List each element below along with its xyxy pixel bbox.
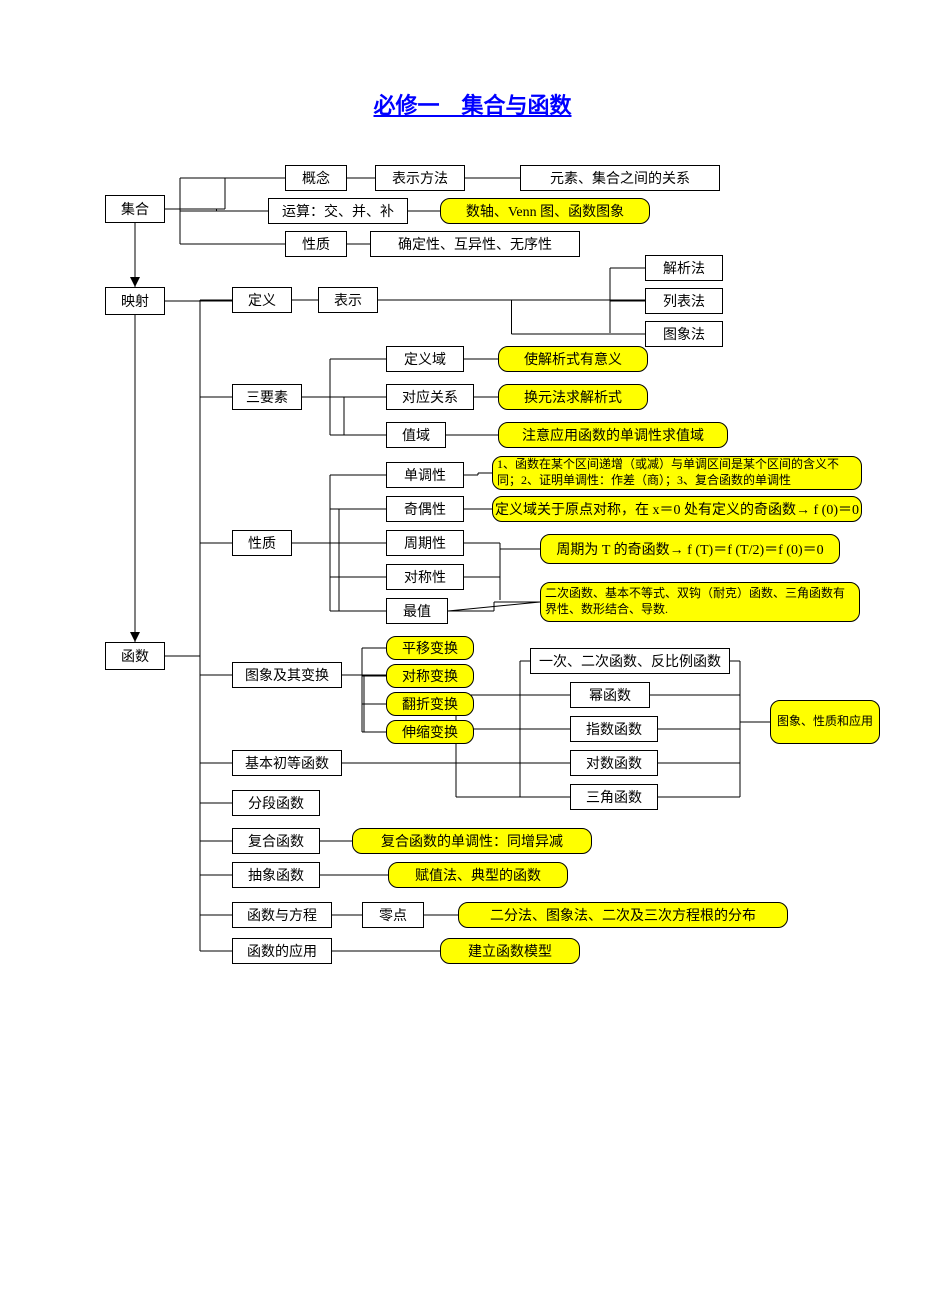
node-lingdian: 零点 xyxy=(362,902,424,928)
node-ddx-note: 1、函数在某个区间递增（或减）与单调区间是某个区间的含义不同；2、证明单调性：作… xyxy=(492,456,862,490)
node-biaoshi: 表示 xyxy=(318,287,378,313)
node-fuhe: 复合函数 xyxy=(232,828,320,854)
node-yuansu: 元素、集合之间的关系 xyxy=(520,165,720,191)
node-mihanshu: 幂函数 xyxy=(570,682,650,708)
node-sanjiao: 三角函数 xyxy=(570,784,658,810)
node-dingyi: 定义 xyxy=(232,287,292,313)
node-duishu: 对数函数 xyxy=(570,750,658,776)
node-huanyuan: 换元法求解析式 xyxy=(498,384,648,410)
node-yingshe: 映射 xyxy=(105,287,165,315)
node-duiyinggx: 对应关系 xyxy=(386,384,474,410)
node-yiciec: 一次、二次函数、反比例函数 xyxy=(530,648,730,674)
node-gainian: 概念 xyxy=(285,165,347,191)
node-zz-note: 二次函数、基本不等式、双钩（耐克）函数、三角函数有界性、数形结合、导数. xyxy=(540,582,860,622)
node-chouxiang: 抽象函数 xyxy=(232,862,320,888)
node-quedingx: 确定性、互异性、无序性 xyxy=(370,231,580,257)
node-xingzhi2: 性质 xyxy=(232,530,292,556)
node-zhiyu: 值域 xyxy=(386,422,446,448)
node-jihe: 集合 xyxy=(105,195,165,223)
node-duichenx: 对称性 xyxy=(386,564,464,590)
node-tuxiangbh: 图象及其变换 xyxy=(232,662,342,688)
node-jiexifa: 解析法 xyxy=(645,255,723,281)
node-zuizhi: 最值 xyxy=(386,598,448,624)
node-dingyiyu: 定义域 xyxy=(386,346,464,372)
node-erfenfa: 二分法、图象法、二次及三次方程根的分布 xyxy=(458,902,788,928)
node-hsyfc: 函数与方程 xyxy=(232,902,332,928)
node-shensuo: 伸缩变换 xyxy=(386,720,474,744)
node-cx-note: 赋值法、典型的函数 xyxy=(388,862,568,888)
node-hsyy: 函数的应用 xyxy=(232,938,332,964)
node-sanyaosu: 三要素 xyxy=(232,384,302,410)
node-shuzhou: 数轴、Venn 图、函数图象 xyxy=(440,198,650,224)
node-tuxiangfa: 图象法 xyxy=(645,321,723,347)
node-qiouxing: 奇偶性 xyxy=(386,496,464,522)
node-dandiaoxing: 单调性 xyxy=(386,462,464,488)
node-jiben: 基本初等函数 xyxy=(232,750,342,776)
node-jianlimx: 建立函数模型 xyxy=(440,938,580,964)
node-biaoshiff: 表示方法 xyxy=(375,165,465,191)
node-liebiaofa: 列表法 xyxy=(645,288,723,314)
node-qox-note: 定义域关于原点对称，在 x＝0 处有定义的奇函数→ f (0)＝0 xyxy=(492,496,862,522)
node-zhouqixing: 周期性 xyxy=(386,530,464,556)
node-fanzhe: 翻折变换 xyxy=(386,692,474,716)
node-shijiexi: 使解析式有意义 xyxy=(498,346,648,372)
node-zhuyiyy: 注意应用函数的单调性求值域 xyxy=(498,422,728,448)
node-zqx-note: 周期为 T 的奇函数→ f (T)＝f (T/2)＝f (0)＝0 xyxy=(540,534,840,564)
node-xingzhi1: 性质 xyxy=(285,231,347,257)
node-duichen: 对称变换 xyxy=(386,664,474,688)
node-zhishu: 指数函数 xyxy=(570,716,658,742)
node-txxzyy: 图象、性质和应用 xyxy=(770,700,880,744)
node-fenduan: 分段函数 xyxy=(232,790,320,816)
node-hanshu: 函数 xyxy=(105,642,165,670)
node-pingyi: 平移变换 xyxy=(386,636,474,660)
node-fuhe-note: 复合函数的单调性：同增异减 xyxy=(352,828,592,854)
node-yunsuan: 运算：交、并、补 xyxy=(268,198,408,224)
